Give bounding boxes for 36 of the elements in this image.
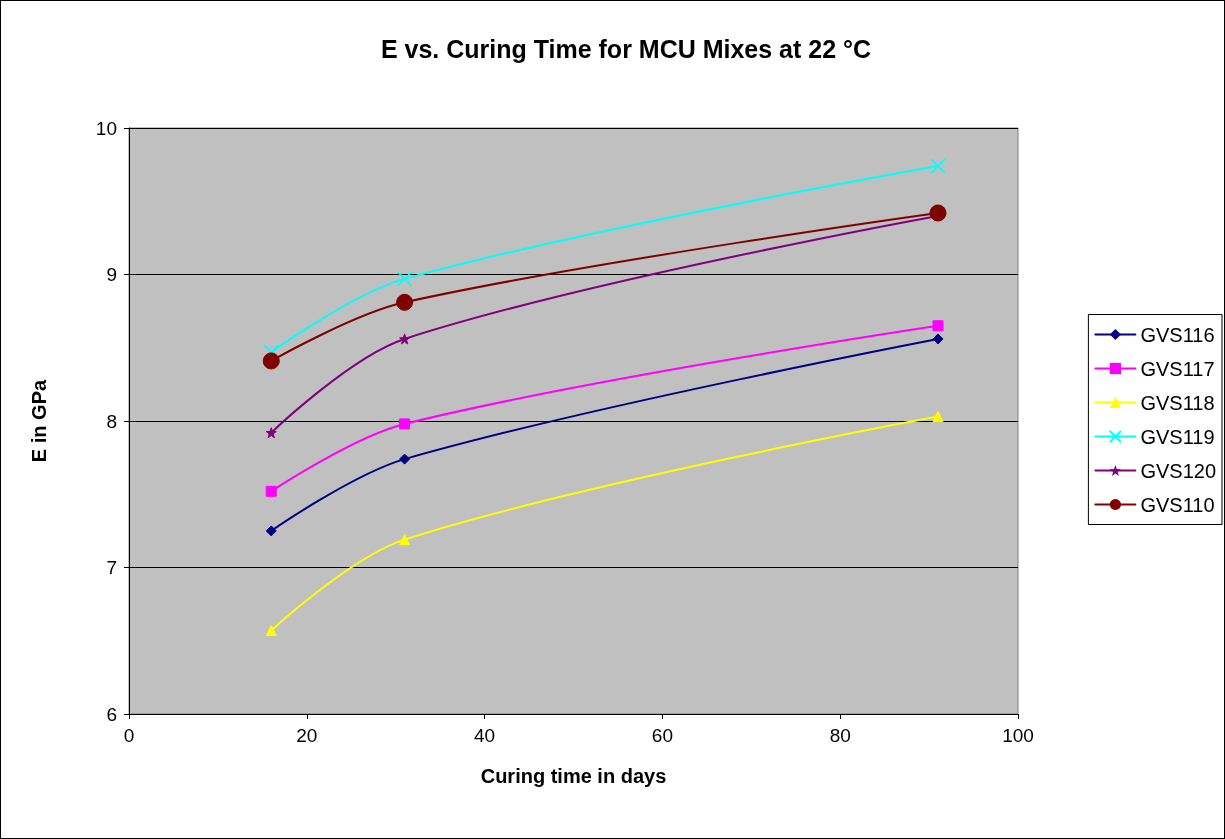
point — [265, 427, 277, 439]
y-tick-label: 6 — [106, 703, 117, 725]
legend-label: GVS120 — [1140, 459, 1216, 482]
point — [930, 158, 946, 174]
point — [396, 293, 414, 311]
point — [262, 352, 280, 370]
x-axis-title: Curing time in days — [480, 765, 667, 787]
x-tick-label: 40 — [474, 725, 496, 746]
point — [399, 333, 411, 345]
y-tick-label: 10 — [95, 117, 117, 139]
y-tick-label: 9 — [106, 264, 117, 285]
x-tick-label: 0 — [123, 725, 135, 746]
legend-label: GVS116 — [1140, 323, 1215, 346]
legend-label: GVS118 — [1140, 391, 1215, 414]
point — [399, 453, 411, 465]
y-axis-title: E in GPa — [28, 379, 50, 463]
point — [932, 333, 944, 345]
x-tick-label: 80 — [829, 725, 851, 746]
point — [265, 525, 277, 537]
point — [265, 485, 277, 497]
point — [929, 204, 947, 222]
point — [265, 624, 277, 636]
point — [932, 320, 944, 332]
legend-label: GVS119 — [1140, 425, 1215, 448]
legend-label: GVS117 — [1140, 357, 1215, 380]
x-tick-label: 20 — [296, 725, 318, 746]
chart-title: E vs. Curing Time for MCU Mixes at 22 °C — [380, 34, 872, 63]
point — [399, 534, 411, 546]
point — [932, 411, 944, 423]
y-tick-label: 7 — [106, 557, 117, 578]
x-tick-label: 60 — [651, 725, 673, 746]
x-tick-label: 100 — [1002, 725, 1034, 746]
point — [396, 271, 413, 287]
y-tick-label: 8 — [106, 410, 117, 432]
legend-label: GVS110 — [1140, 493, 1215, 516]
point — [399, 418, 411, 430]
